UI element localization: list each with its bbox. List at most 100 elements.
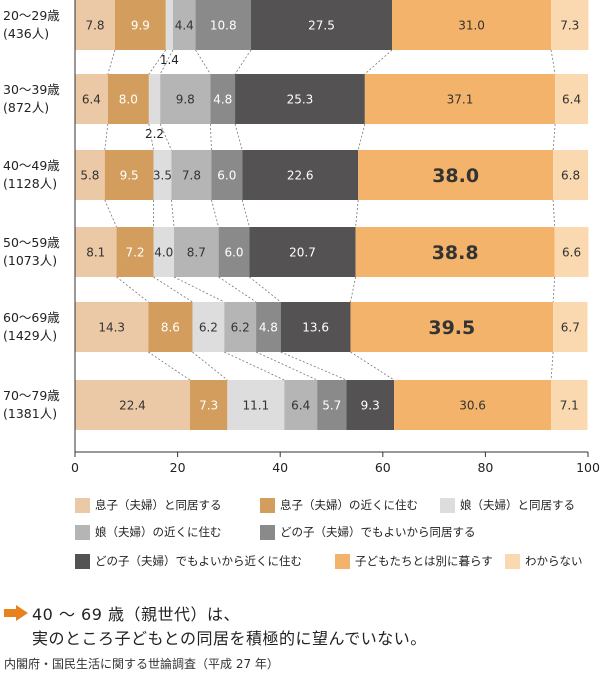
bar-segment [189, 380, 228, 430]
bar-segment [284, 380, 318, 430]
data-label: 6.0 [224, 246, 243, 260]
bar-segment [195, 0, 251, 50]
bar-segment [75, 150, 105, 200]
data-label: 30.6 [459, 399, 486, 413]
bar-segment [280, 302, 351, 352]
bar-segment [250, 0, 393, 50]
connector-line [116, 276, 149, 303]
arrow-right-icon [4, 605, 28, 621]
connector-line [210, 123, 212, 151]
connector-line [350, 276, 357, 303]
bar-segment [75, 0, 116, 50]
legend-label: どの子（夫婦）でもよいから近くに住む [95, 554, 302, 568]
data-label: 8.6 [161, 321, 180, 335]
data-label: 8.1 [86, 246, 105, 260]
x-tick-label: 100 [576, 460, 600, 475]
data-label: 4.8 [213, 93, 232, 107]
connector-line [153, 276, 193, 303]
bar-segment [75, 74, 108, 124]
connector-line [357, 123, 366, 151]
bar-segment [171, 150, 212, 200]
category-count-label: (1128人) [3, 176, 57, 191]
data-label: 9.9 [131, 19, 150, 33]
data-label: 4.4 [175, 19, 194, 33]
legend-item: 娘（夫婦）の近くに住む [75, 524, 222, 540]
data-label: 22.4 [119, 399, 146, 413]
legend-label: 娘（夫婦）の近くに住む [95, 525, 222, 539]
bar-segment [116, 227, 154, 277]
connector-line [552, 276, 556, 303]
bar-segment [227, 380, 285, 430]
data-label: 6.8 [561, 169, 580, 183]
data-label: 2.2 [145, 127, 164, 141]
legend-item: どの子（夫婦）でもよいから同居する [260, 524, 476, 540]
connector-line [159, 123, 172, 151]
x-tick-label: 40 [272, 460, 288, 475]
connector-line [218, 276, 257, 303]
bar-segment [210, 74, 236, 124]
data-label: 4.0 [154, 246, 173, 260]
bar-segment [355, 227, 555, 277]
data-label: 6.0 [217, 169, 236, 183]
connector-line [364, 49, 393, 75]
data-label: 4.8 [259, 321, 278, 335]
legend-item: 子どもたちとは別に暮らす [335, 553, 493, 569]
data-label: 38.8 [432, 242, 479, 264]
bar-segment [249, 227, 356, 277]
bar-segment [75, 302, 149, 352]
legend-label: 息子（夫婦）の近くに住む [280, 498, 418, 512]
bar-segment [554, 227, 589, 277]
data-label: 6.7 [561, 321, 580, 335]
bar-segment [358, 150, 554, 200]
data-label: 7.3 [199, 399, 218, 413]
connector-line [211, 199, 220, 228]
connector-line [550, 351, 554, 381]
category-label: 20〜29歳 [3, 8, 60, 23]
data-label: 1.4 [160, 53, 179, 67]
connector-line [192, 351, 228, 381]
category-label: 70〜79歳 [3, 388, 60, 403]
data-label: 14.3 [98, 321, 125, 335]
data-label: 38.0 [432, 165, 479, 187]
bar-segment [172, 0, 196, 50]
x-tick-label: 60 [375, 460, 391, 475]
bar-segment [153, 227, 175, 277]
legend-swatch [75, 497, 90, 513]
data-label: 10.8 [210, 19, 237, 33]
legend-label: 子どもたちとは別に暮らす [355, 554, 493, 568]
data-label: 6.6 [562, 246, 581, 260]
category-label: 60〜69歳 [3, 310, 60, 325]
bar-segment [148, 74, 161, 124]
category-label: 30〜39歳 [3, 82, 60, 97]
note-line-1: 40 〜 69 歳（親世代）は、 [32, 605, 240, 624]
connector-line [148, 49, 167, 75]
legend-swatch [335, 553, 350, 569]
data-label: 8.0 [119, 93, 138, 107]
legend-swatch [75, 524, 90, 540]
legend-swatch [75, 553, 90, 569]
data-label: 37.1 [447, 93, 474, 107]
data-label: 6.4 [562, 93, 581, 107]
bar-segment [346, 380, 395, 430]
legend-label: 息子（夫婦）と同居する [95, 498, 222, 512]
connector-line [234, 123, 243, 151]
data-label: 8.7 [187, 246, 206, 260]
bar-segment [107, 74, 149, 124]
connector-line [249, 276, 281, 303]
bar-segment [211, 150, 243, 200]
bar-segment [242, 150, 359, 200]
data-label: 39.5 [428, 317, 475, 339]
x-tick-label: 20 [170, 460, 186, 475]
connector-line [107, 49, 116, 75]
category-count-label: (436人) [3, 26, 49, 41]
category-label: 40〜49歳 [3, 158, 60, 173]
connector-line [148, 351, 191, 381]
bar-segment [75, 380, 190, 430]
legend-swatch [505, 553, 520, 569]
bar-segment [192, 302, 225, 352]
bar-segment [153, 150, 172, 200]
data-label: 25.3 [287, 93, 314, 107]
bar-segment [115, 0, 166, 50]
x-tick-label: 0 [71, 460, 79, 475]
bar-segment [350, 302, 554, 352]
